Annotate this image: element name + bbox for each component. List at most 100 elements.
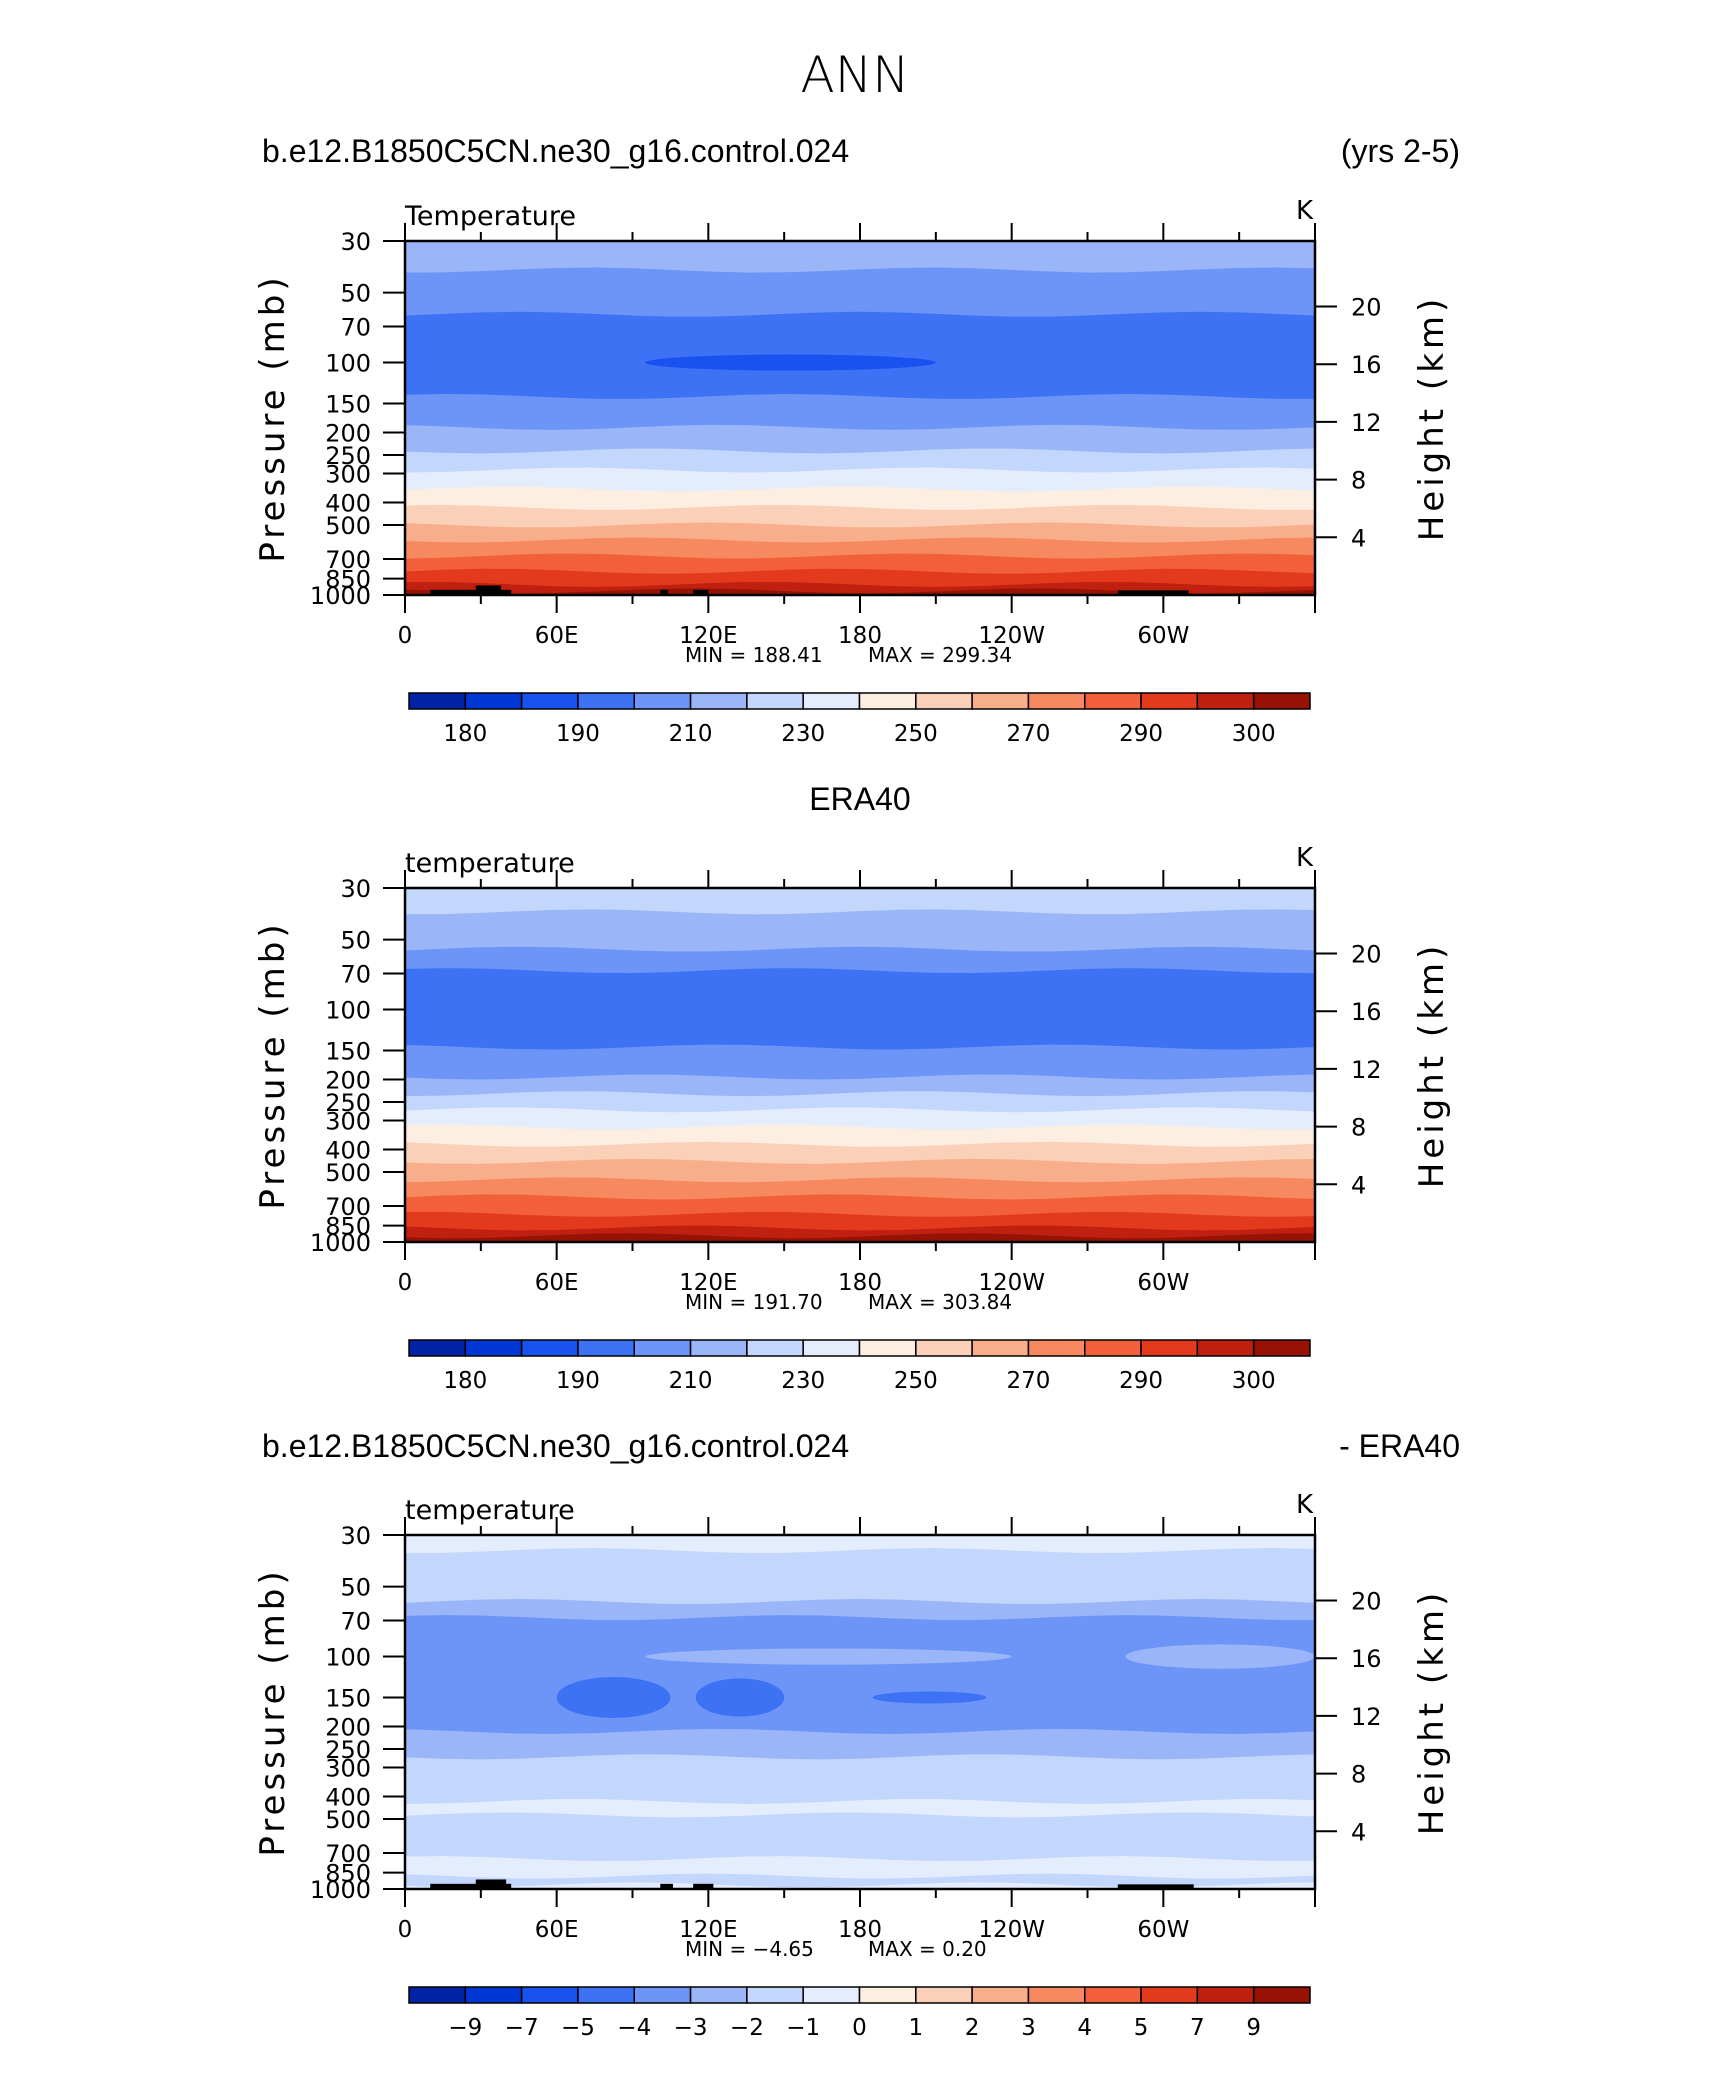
colorbar-label: 300 <box>1232 1368 1276 1394</box>
height-tick-label: 16 <box>1351 998 1382 1026</box>
colorbar-bin <box>915 1339 973 1357</box>
colorbar-label: 230 <box>781 1368 825 1394</box>
y-tick-label: 200 <box>325 1714 371 1742</box>
colorbar-bin <box>746 1339 804 1357</box>
colorbar-bin <box>1027 692 1086 710</box>
colorbar-bin <box>971 1339 1030 1357</box>
topography-block <box>1117 590 1189 595</box>
colorbar-bin <box>689 692 748 710</box>
height-tick-label: 8 <box>1351 1761 1366 1789</box>
panel-title: Temperature <box>404 201 576 232</box>
colorbar-label: 2 <box>965 2015 980 2041</box>
colorbar-bin <box>971 1986 1030 2004</box>
panel-title: temperature <box>405 1495 575 1526</box>
units-label: K <box>1296 843 1314 873</box>
x-tick-label: 60E <box>535 1270 579 1296</box>
contour-blob <box>645 354 936 371</box>
colorbar-bin <box>577 1339 635 1357</box>
min-label: MIN = 191.70 <box>685 1290 823 1314</box>
colorbar-bin <box>464 1986 523 2004</box>
y-axis-label-right: Height (km) <box>1412 295 1452 542</box>
y-tick-label: 50 <box>340 927 371 955</box>
x-tick-label: 120E <box>679 623 737 649</box>
x-tick-label: 120E <box>679 1917 737 1943</box>
height-tick-label: 16 <box>1351 351 1382 379</box>
contour-band <box>405 1233 1315 1242</box>
panel-diff: b.e12.B1850C5CN.ne30_g16.control.024 - E… <box>253 1428 1460 2041</box>
y-tick-label: 700 <box>325 546 371 574</box>
topography-block <box>475 585 502 595</box>
height-tick-label: 4 <box>1351 524 1366 552</box>
y-axis-label: Pressure (mb) <box>253 273 293 562</box>
y-tick-label: 100 <box>325 350 371 378</box>
colorbar-bin <box>746 1986 804 2004</box>
colorbar-label: 190 <box>556 1368 600 1394</box>
contour-field <box>405 1535 1315 1889</box>
colorbar-label: 5 <box>1134 2015 1149 2041</box>
colorbar-bin <box>633 1986 692 2004</box>
colorbar-label: 9 <box>1246 2015 1261 2041</box>
topography-block <box>660 1883 673 1889</box>
colorbar-bin <box>858 692 917 710</box>
colorbar-label: −1 <box>786 2015 820 2041</box>
colorbar-label: 210 <box>669 1368 713 1394</box>
y-tick-label: 30 <box>340 1522 371 1550</box>
colorbar-bin <box>802 1339 861 1357</box>
colorbar-bin <box>1252 692 1311 710</box>
topography-block <box>430 589 512 595</box>
colorbar-label: 190 <box>556 721 600 747</box>
panel-header-center: ERA40 <box>809 781 910 817</box>
contour-band <box>405 588 1315 595</box>
colorbar-bin <box>577 692 635 710</box>
height-tick-label: 8 <box>1351 1114 1366 1142</box>
x-tick-label: 180 <box>838 623 882 649</box>
y-tick-label: 850 <box>325 1213 371 1241</box>
panel-obs: ERA40 temperature K 0 60E 120E 180 120W 60W MIN … <box>253 781 1452 1394</box>
colorbar-bin <box>408 1339 467 1357</box>
y-tick-label: 700 <box>325 1193 371 1221</box>
y-tick-label: 300 <box>325 1107 371 1135</box>
colorbar-bin <box>689 1339 748 1357</box>
contour-blob <box>556 1677 671 1718</box>
panel-model: b.e12.B1850C5CN.ne30_g16.control.024 (yr… <box>253 133 1460 747</box>
colorbar-label: −7 <box>505 2015 539 2041</box>
y-tick-label: 850 <box>325 1860 371 1888</box>
colorbar-bin <box>915 692 973 710</box>
y-tick-label: 30 <box>340 228 371 256</box>
colorbar-label: 180 <box>443 721 487 747</box>
x-tick-label: 60W <box>1137 623 1189 649</box>
colorbar-bin <box>633 692 692 710</box>
colorbar-label: 290 <box>1119 721 1163 747</box>
colorbar-bin <box>971 692 1030 710</box>
colorbar-label: 7 <box>1190 2015 1205 2041</box>
topography-block <box>693 1883 714 1889</box>
panel-header-left: b.e12.B1850C5CN.ne30_g16.control.024 <box>262 1428 849 1464</box>
y-tick-label: 50 <box>340 1574 371 1602</box>
units-label: K <box>1296 196 1314 226</box>
colorbar-bin <box>746 692 804 710</box>
panel-header-left: b.e12.B1850C5CN.ne30_g16.control.024 <box>262 133 849 169</box>
colorbar-label: −4 <box>617 2015 651 2041</box>
panel-header-right: - ERA40 <box>1339 1428 1460 1464</box>
y-tick-label: 400 <box>325 1783 371 1811</box>
max-label: MAX = 0.20 <box>868 1937 987 1961</box>
y-tick-label: 1000 <box>310 1229 371 1257</box>
x-tick-label: 120W <box>978 1917 1045 1943</box>
y-tick-label: 50 <box>340 280 371 308</box>
contour-blob <box>1125 1644 1315 1669</box>
y-axis-label-right: Height (km) <box>1412 1589 1452 1836</box>
x-tick-label: 60E <box>535 623 579 649</box>
y-axis-label: Pressure (mb) <box>253 1567 293 1856</box>
colorbar-bin <box>1140 1986 1199 2004</box>
x-tick-label: 180 <box>838 1917 882 1943</box>
colorbar-label: 1 <box>908 2015 923 2041</box>
y-tick-label: 70 <box>340 314 371 342</box>
colorbar-label: 4 <box>1077 2015 1092 2041</box>
y-tick-label: 70 <box>340 1608 371 1636</box>
y-tick-label: 300 <box>325 460 371 488</box>
height-tick-label: 4 <box>1351 1818 1366 1846</box>
x-tick-label: 0 <box>398 1270 413 1296</box>
y-tick-label: 500 <box>325 512 371 540</box>
topography-block <box>1117 1884 1194 1889</box>
height-tick-label: 20 <box>1351 294 1382 322</box>
